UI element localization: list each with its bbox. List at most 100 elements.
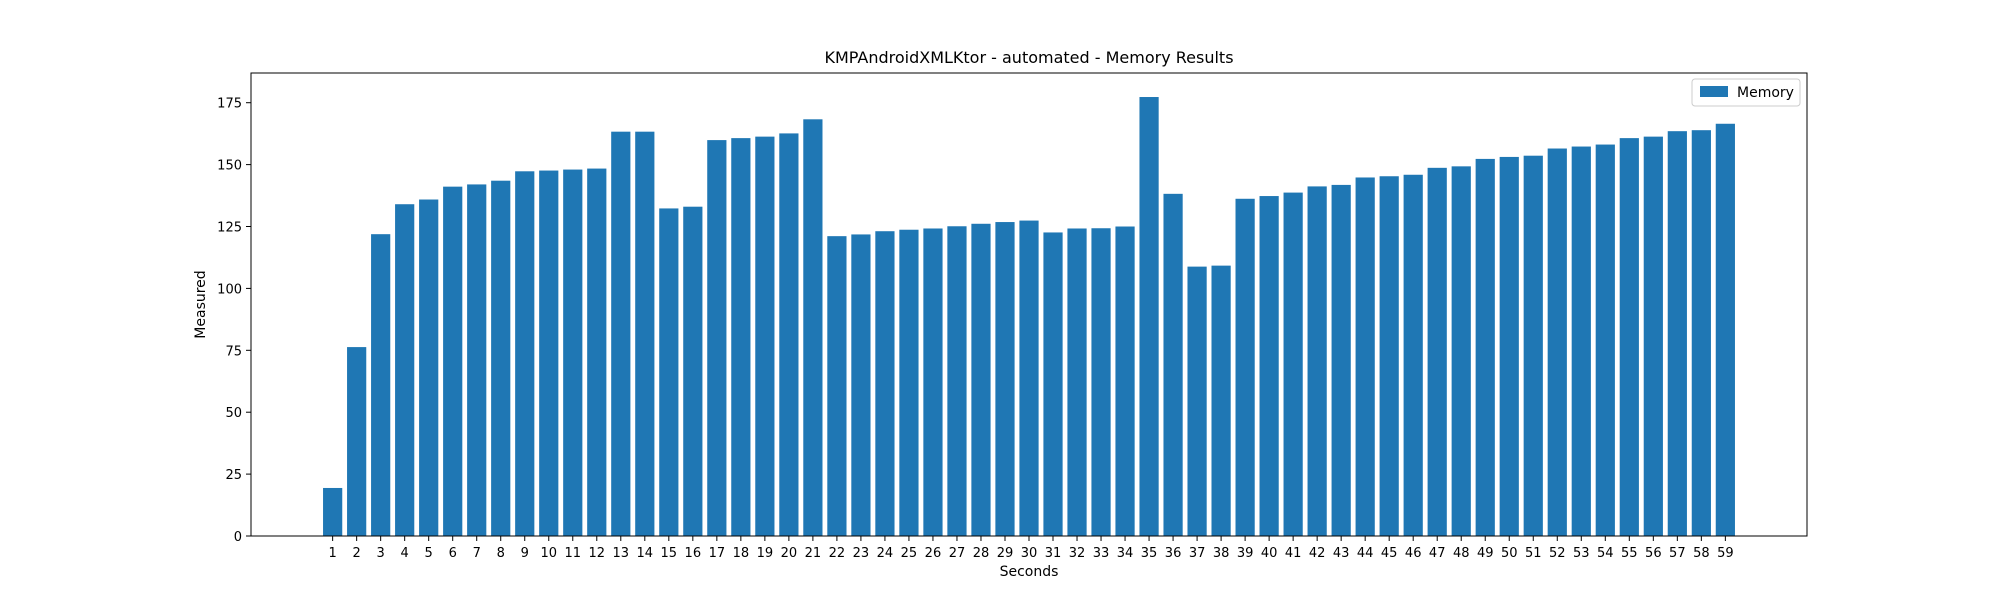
bar-second-49 bbox=[1475, 158, 1495, 536]
bar-second-36 bbox=[1163, 193, 1183, 536]
plot-frame bbox=[250, 72, 1808, 537]
x-tick-label: 9 bbox=[521, 546, 529, 561]
x-tick-label: 38 bbox=[1213, 546, 1230, 561]
legend-swatch bbox=[1700, 86, 1728, 97]
x-tick-label: 47 bbox=[1429, 546, 1446, 561]
x-tick-label: 48 bbox=[1453, 546, 1470, 561]
legend-label-memory: Memory bbox=[1737, 85, 1794, 101]
bar-second-42 bbox=[1307, 186, 1327, 536]
x-tick-label: 20 bbox=[781, 546, 798, 561]
bar-second-7 bbox=[467, 184, 487, 537]
bar-second-53 bbox=[1571, 146, 1591, 537]
x-tick-label: 49 bbox=[1477, 546, 1494, 561]
bar-second-38 bbox=[1211, 265, 1231, 536]
bar-second-45 bbox=[1379, 176, 1399, 536]
x-tick-label: 8 bbox=[497, 546, 505, 561]
legend: Memory bbox=[1691, 78, 1801, 107]
x-tick-label: 53 bbox=[1573, 546, 1590, 561]
bar-second-20 bbox=[779, 133, 799, 536]
bar-second-34 bbox=[1115, 226, 1135, 536]
x-tick-label: 30 bbox=[1021, 546, 1038, 561]
bar-second-13 bbox=[611, 131, 631, 536]
x-tick-label: 34 bbox=[1117, 546, 1134, 561]
bar-second-29 bbox=[995, 222, 1015, 537]
x-tick-label: 52 bbox=[1549, 546, 1566, 561]
bar-second-11 bbox=[563, 169, 583, 536]
chart-title: KMPAndroidXMLKtor - automated - Memory R… bbox=[824, 48, 1233, 67]
x-tick-label: 32 bbox=[1069, 546, 1086, 561]
bar-second-15 bbox=[659, 208, 679, 536]
x-tick-label: 16 bbox=[685, 546, 702, 561]
x-tick-label: 15 bbox=[661, 546, 678, 561]
bar-second-10 bbox=[539, 170, 559, 537]
y-ticks-group: 0 25 50 75 100 125 150 175 bbox=[217, 97, 251, 545]
x-tick-label: 45 bbox=[1381, 546, 1398, 561]
x-tick-label: 42 bbox=[1309, 546, 1326, 561]
x-tick-label: 26 bbox=[925, 546, 942, 561]
x-tick-label: 6 bbox=[449, 546, 457, 561]
x-tick-label: 46 bbox=[1405, 546, 1422, 561]
bar-second-44 bbox=[1355, 177, 1375, 537]
x-tick-label: 57 bbox=[1669, 546, 1686, 561]
y-tick-label: 150 bbox=[217, 159, 242, 174]
x-tick-label: 36 bbox=[1165, 546, 1182, 561]
y-tick-label: 0 bbox=[234, 530, 242, 545]
x-tick-label: 37 bbox=[1189, 546, 1206, 561]
bar-second-12 bbox=[587, 168, 607, 536]
bar-second-25 bbox=[899, 229, 919, 537]
bar-second-46 bbox=[1403, 174, 1423, 536]
x-tick-label: 10 bbox=[540, 546, 557, 561]
x-tick-label: 55 bbox=[1621, 546, 1638, 561]
x-tick-label: 51 bbox=[1525, 546, 1542, 561]
x-tick-label: 1 bbox=[329, 546, 337, 561]
bar-second-26 bbox=[923, 228, 943, 537]
x-tick-label: 22 bbox=[829, 546, 846, 561]
x-tick-label: 28 bbox=[973, 546, 990, 561]
bar-second-59 bbox=[1715, 123, 1735, 536]
bar-second-21 bbox=[803, 119, 823, 537]
x-tick-label: 39 bbox=[1237, 546, 1254, 561]
bar-second-17 bbox=[707, 140, 727, 536]
bar-second-57 bbox=[1667, 131, 1687, 536]
bar-second-30 bbox=[1019, 220, 1039, 536]
bar-second-47 bbox=[1427, 167, 1447, 536]
x-tick-label: 12 bbox=[589, 546, 606, 561]
x-tick-label: 40 bbox=[1261, 546, 1278, 561]
bar-second-32 bbox=[1067, 228, 1087, 537]
x-tick-label: 5 bbox=[425, 546, 433, 561]
x-ticks-group: 1 2 3 4 5 6 7 8 9 10 11 12 13 14 15 16 17 18 19 20 21 22 23 24 2… bbox=[329, 536, 1734, 561]
bar-second-27 bbox=[947, 226, 967, 536]
bar-second-33 bbox=[1091, 228, 1111, 537]
bar-second-2 bbox=[347, 347, 367, 536]
x-tick-label: 19 bbox=[757, 546, 774, 561]
bar-second-48 bbox=[1451, 166, 1471, 536]
y-tick-label: 175 bbox=[217, 97, 242, 112]
y-tick-label: 25 bbox=[225, 468, 242, 483]
bar-second-41 bbox=[1283, 192, 1303, 536]
y-tick-label: 50 bbox=[225, 406, 242, 421]
bar-second-9 bbox=[515, 171, 535, 537]
x-tick-label: 17 bbox=[709, 546, 726, 561]
bar-second-6 bbox=[443, 186, 463, 536]
x-tick-label: 43 bbox=[1333, 546, 1350, 561]
bar-second-37 bbox=[1187, 266, 1207, 536]
bar-second-40 bbox=[1259, 196, 1279, 537]
bar-second-31 bbox=[1043, 232, 1063, 536]
x-tick-label: 7 bbox=[473, 546, 481, 561]
x-tick-label: 2 bbox=[353, 546, 361, 561]
x-tick-label: 3 bbox=[377, 546, 385, 561]
bar-second-39 bbox=[1235, 198, 1255, 536]
bar-second-4 bbox=[395, 204, 415, 536]
bar-second-24 bbox=[875, 231, 895, 536]
y-tick-label: 100 bbox=[217, 282, 242, 297]
x-tick-label: 21 bbox=[805, 546, 822, 561]
bar-second-55 bbox=[1619, 138, 1639, 536]
x-tick-label: 24 bbox=[877, 546, 894, 561]
x-tick-label: 59 bbox=[1717, 546, 1734, 561]
bar-second-18 bbox=[731, 138, 751, 536]
bar-second-16 bbox=[683, 206, 703, 536]
x-tick-label: 50 bbox=[1501, 546, 1518, 561]
x-tick-label: 44 bbox=[1357, 546, 1374, 561]
x-tick-label: 29 bbox=[997, 546, 1014, 561]
